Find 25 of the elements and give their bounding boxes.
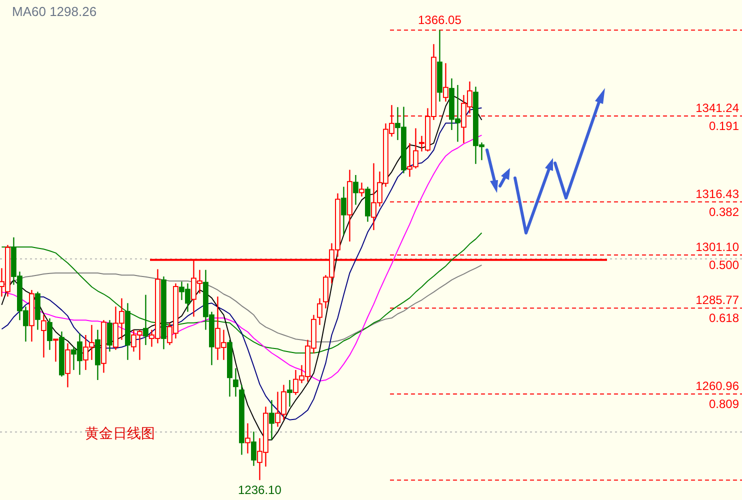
candlestick: [353, 174, 358, 206]
candlestick: [287, 379, 292, 408]
ref-line-label: 1341.24 0.191: [696, 101, 740, 134]
candlestick: [143, 294, 148, 346]
ref-line-label: 1285.77 0.618: [696, 293, 740, 326]
candlestick: [251, 431, 256, 466]
annotation: MA60 1298.26: [12, 4, 97, 19]
candlestick: [359, 182, 364, 198]
candlestick: [269, 399, 274, 441]
candlestick: [341, 186, 346, 236]
ref-line-label: 1301.10 0.500: [696, 240, 740, 272]
annotation: 黄金日线图: [85, 426, 155, 442]
candlestick: [317, 298, 322, 326]
annotation: 1236.10: [238, 483, 282, 498]
candlestick: [65, 342, 70, 388]
ref-line-label: 1316.43 0.382: [696, 186, 740, 219]
annotation: 1366.05: [418, 13, 462, 28]
ref-line-label: 1260.96 0.809: [696, 379, 740, 411]
candlestick: [443, 62, 448, 102]
candlestick: [107, 320, 112, 352]
candlestick: [41, 314, 46, 358]
candlestick: [245, 422, 250, 454]
candlestick: [53, 338, 58, 362]
candlestick: [233, 368, 238, 398]
candlestick: [47, 318, 52, 350]
